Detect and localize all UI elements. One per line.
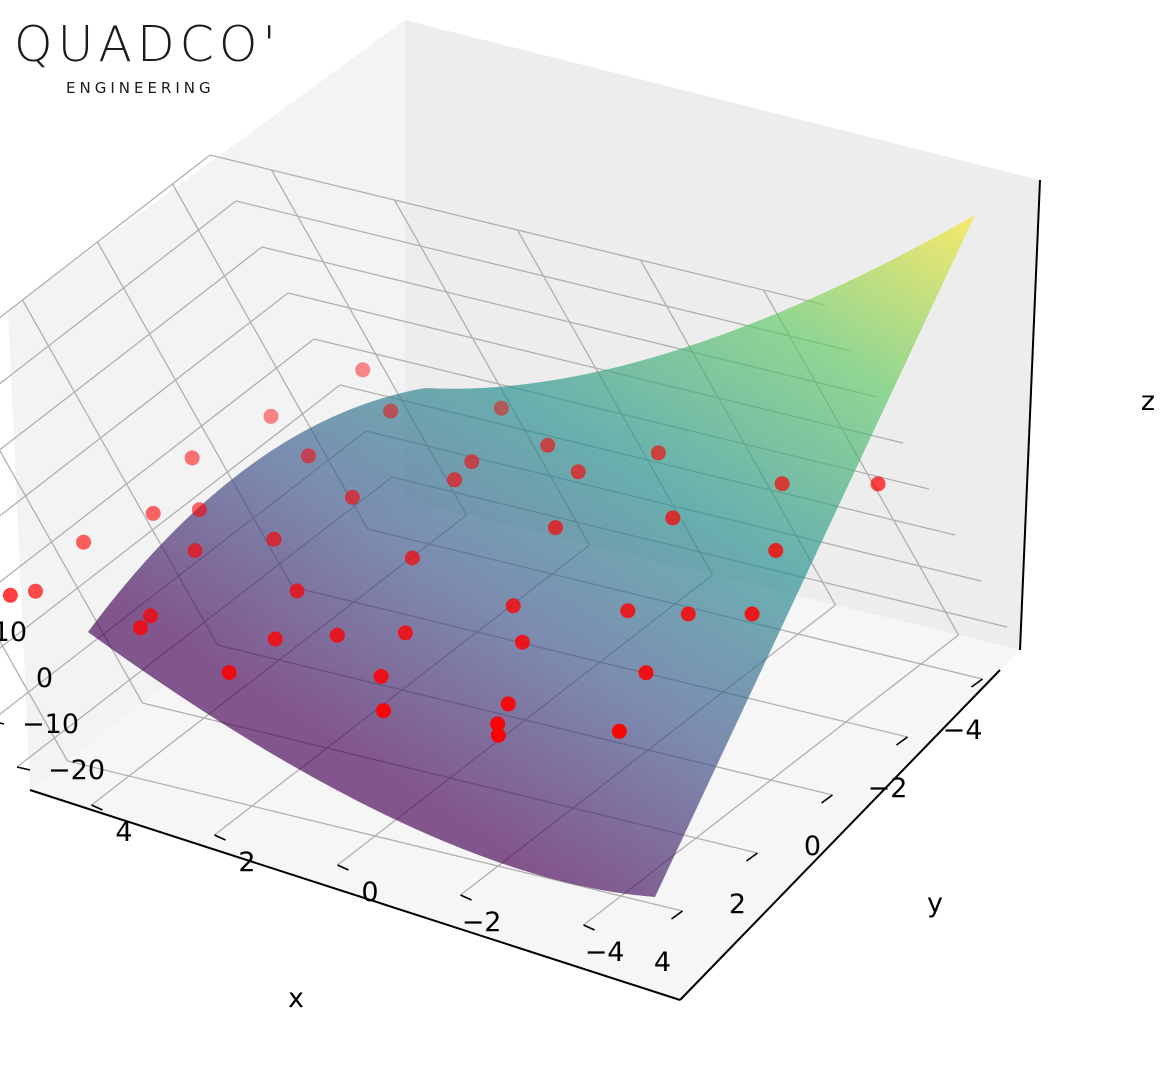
data-point bbox=[28, 583, 43, 599]
data-point bbox=[76, 534, 92, 550]
data-point bbox=[490, 727, 506, 743]
backwall-gridline-z bbox=[0, 154, 211, 319]
left-wall bbox=[8, 20, 405, 790]
data-point bbox=[768, 543, 784, 558]
backwall-gridline-z bbox=[0, 200, 237, 385]
data-point bbox=[289, 583, 305, 599]
data-point bbox=[383, 403, 399, 419]
x-tick-label: 4 bbox=[654, 947, 671, 978]
x-tick-label: −4 bbox=[943, 715, 983, 746]
z-tick-label: 20 bbox=[0, 571, 1, 602]
axes bbox=[29, 179, 1041, 1001]
data-point bbox=[548, 520, 563, 536]
data-point bbox=[493, 400, 509, 416]
x-tick-label: 0 bbox=[804, 831, 821, 862]
z-tick-mark bbox=[16, 766, 31, 771]
data-point bbox=[650, 445, 666, 461]
data-point bbox=[447, 472, 463, 488]
x-tick-mark bbox=[821, 794, 833, 804]
y-tick-label: 0 bbox=[361, 877, 378, 908]
data-point bbox=[665, 510, 681, 526]
y-tick-label: 2 bbox=[238, 847, 255, 878]
z-axis-line bbox=[1019, 179, 1041, 651]
y-tick-mark bbox=[460, 894, 472, 901]
data-point bbox=[143, 608, 159, 624]
backwall-gridline-x bbox=[0, 640, 69, 762]
logo-wordmark: QUADCO' bbox=[14, 16, 281, 73]
z-tick-label: −10 bbox=[22, 709, 79, 740]
y-tick-label: −2 bbox=[462, 907, 502, 938]
z-tick-label: 0 bbox=[36, 663, 53, 694]
x-tick-label: −2 bbox=[868, 773, 908, 804]
x-axis-line bbox=[29, 789, 681, 1001]
data-point bbox=[774, 476, 790, 492]
scatter-points bbox=[2, 362, 886, 743]
data-point bbox=[300, 448, 316, 464]
z-tick-label: −20 bbox=[48, 755, 105, 786]
y-tick-mark bbox=[91, 804, 103, 811]
y-tick-mark bbox=[337, 864, 349, 871]
data-point bbox=[397, 625, 413, 641]
y-tick-mark bbox=[214, 834, 226, 841]
data-point bbox=[2, 587, 18, 603]
y-axis-line bbox=[679, 669, 1001, 1001]
data-point bbox=[263, 408, 279, 424]
data-point bbox=[184, 450, 200, 466]
data-point bbox=[221, 665, 237, 681]
data-point bbox=[145, 505, 161, 521]
data-point bbox=[344, 489, 360, 505]
x-tick-label: 2 bbox=[729, 889, 746, 920]
surface-patch bbox=[88, 215, 975, 897]
data-point bbox=[505, 598, 521, 614]
data-point bbox=[187, 543, 203, 559]
data-point bbox=[191, 502, 207, 518]
z-axis-label: z bbox=[1141, 386, 1155, 417]
backwall-gridline-z bbox=[0, 292, 289, 517]
x-axis-label: x bbox=[288, 983, 304, 1014]
data-point bbox=[620, 603, 636, 619]
data-point bbox=[570, 464, 586, 480]
backwall-gridline-z bbox=[0, 338, 315, 583]
y-axis-label: y bbox=[927, 888, 943, 919]
data-point bbox=[611, 723, 627, 739]
data-point bbox=[464, 454, 480, 470]
data-point bbox=[744, 606, 760, 622]
y-tick-mark bbox=[583, 924, 595, 931]
x-tick-mark bbox=[746, 852, 758, 862]
backwall-gridline-z bbox=[0, 384, 341, 649]
x-tick-mark bbox=[971, 678, 983, 688]
data-point bbox=[404, 550, 420, 566]
data-point bbox=[355, 362, 371, 378]
sidewall-gridline-z bbox=[209, 154, 826, 306]
y-tick-label: −4 bbox=[585, 937, 625, 968]
data-point bbox=[870, 476, 886, 492]
data-point bbox=[267, 631, 283, 647]
logo-tagline: ENGINEERING bbox=[66, 79, 215, 97]
y-tick-label: 4 bbox=[115, 817, 132, 848]
data-point bbox=[373, 668, 389, 684]
z-tick-label: 10 bbox=[0, 617, 27, 648]
data-point bbox=[133, 620, 148, 636]
fitted-surface bbox=[88, 215, 975, 897]
data-point bbox=[329, 627, 345, 643]
data-point bbox=[638, 665, 654, 681]
data-point bbox=[680, 606, 696, 622]
x-tick-mark bbox=[671, 910, 683, 920]
backwall-gridline-z bbox=[0, 246, 263, 451]
data-point bbox=[540, 437, 556, 453]
data-point bbox=[266, 531, 282, 547]
data-point bbox=[490, 716, 506, 732]
z-tick-mark bbox=[0, 722, 5, 725]
x-tick-mark bbox=[896, 736, 908, 746]
quadco-logo: QUADCO' ENGINEERING bbox=[14, 20, 284, 97]
data-point bbox=[514, 634, 530, 650]
data-point bbox=[500, 696, 516, 712]
data-point bbox=[375, 703, 391, 719]
